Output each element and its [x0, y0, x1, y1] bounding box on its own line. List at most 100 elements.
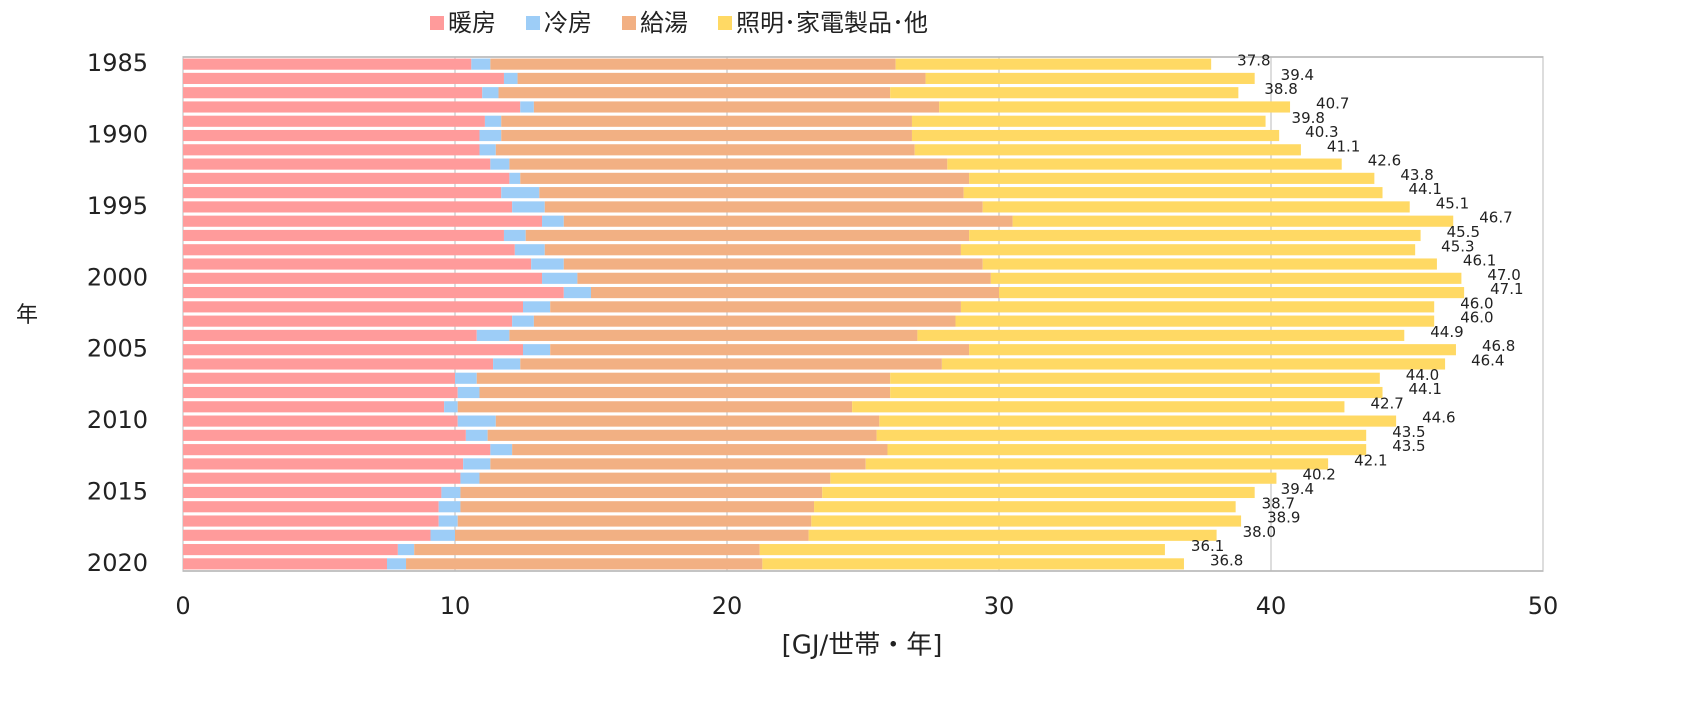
- bar-segment: [830, 472, 1277, 484]
- legend-label: 暖房: [448, 9, 496, 37]
- bar-segment: [890, 386, 1383, 399]
- bar-segment: [495, 144, 915, 156]
- bar-segment: [414, 544, 760, 556]
- x-tick-label: 0: [175, 592, 190, 620]
- bar-segment: [1012, 215, 1454, 227]
- y-tick-label: 1990: [87, 121, 148, 149]
- bar-segment: [852, 401, 1345, 413]
- total-label: 44.1: [1409, 380, 1442, 398]
- legend-swatch: [622, 16, 636, 30]
- bar-segment: [879, 415, 1397, 427]
- bar-segment: [911, 129, 1280, 142]
- legend-label: 給湯: [640, 9, 688, 37]
- bar-segment: [183, 329, 477, 341]
- bar-segment: [479, 472, 831, 484]
- bar-segment: [969, 172, 1375, 184]
- bar-segment: [501, 129, 912, 142]
- bar-segment: [479, 386, 891, 399]
- total-label: 43.8: [1400, 166, 1433, 184]
- bar-segment: [183, 315, 513, 327]
- legend-swatch: [526, 16, 540, 30]
- bar-segment: [490, 58, 896, 70]
- bar-segment: [183, 486, 442, 499]
- bar-segment: [999, 287, 1465, 299]
- total-label: 42.6: [1368, 152, 1401, 170]
- bar-segment: [183, 72, 504, 84]
- bar-segment: [501, 115, 912, 127]
- bar-segment: [183, 515, 439, 527]
- bar-segment: [887, 444, 1367, 456]
- bar-segment: [490, 458, 866, 470]
- bar-segment: [890, 372, 1380, 384]
- total-label: 38.7: [1262, 494, 1295, 512]
- bar-segment: [563, 258, 983, 270]
- bar-segment: [455, 529, 809, 541]
- bar-segment: [183, 115, 485, 127]
- bar-segment: [520, 172, 970, 184]
- bar-segment: [463, 458, 491, 470]
- bar-segment: [441, 486, 461, 499]
- total-label: 41.1: [1327, 137, 1360, 155]
- bar-segment: [814, 501, 1236, 513]
- bar-segment: [514, 244, 545, 256]
- bar-segment: [490, 158, 510, 170]
- bar-segment: [476, 372, 891, 384]
- x-tick-label: 40: [1256, 592, 1287, 620]
- bar-segment: [911, 115, 1266, 127]
- bar-segment: [183, 215, 543, 227]
- bar-segment: [917, 329, 1405, 341]
- bar-segment: [759, 544, 1165, 556]
- total-label: 46.7: [1479, 209, 1512, 227]
- bar-segment: [183, 172, 510, 184]
- bar-segment: [479, 144, 496, 156]
- bar-segment: [520, 101, 534, 113]
- bar-segment: [183, 158, 491, 170]
- bar-segment: [512, 201, 545, 213]
- bar-segment: [183, 372, 455, 384]
- total-label: 46.0: [1460, 309, 1493, 327]
- bar-segment: [457, 386, 480, 399]
- total-label: 45.1: [1436, 194, 1469, 212]
- x-axis-label: [GJ/世帯・年]: [782, 631, 943, 661]
- bar-segment: [517, 72, 926, 84]
- bar-segment: [539, 187, 964, 199]
- x-tick-label: 30: [984, 592, 1015, 620]
- y-tick-label: 2000: [87, 263, 148, 291]
- total-label: 46.4: [1471, 351, 1504, 369]
- bar-segment: [183, 529, 431, 541]
- bar-segment: [939, 101, 1291, 113]
- bar-segment: [183, 201, 513, 213]
- plot-area: [182, 56, 1544, 572]
- bar-segment: [493, 358, 521, 370]
- bar-segment: [542, 215, 564, 227]
- total-label: 38.8: [1264, 80, 1297, 98]
- bar-segment: [914, 144, 1301, 156]
- total-label: 47.0: [1487, 266, 1520, 284]
- x-tick-label: 10: [440, 592, 471, 620]
- bar-segment: [498, 87, 891, 99]
- bar-segment: [465, 429, 488, 441]
- x-tick-label: 20: [712, 592, 743, 620]
- bar-segment: [183, 287, 564, 299]
- bar-segment: [183, 129, 480, 142]
- bar-segment: [969, 344, 1456, 356]
- bar-segment: [982, 201, 1410, 213]
- bar-segment: [503, 72, 518, 84]
- legend-label: 冷房: [544, 9, 592, 37]
- bar-segment: [531, 258, 564, 270]
- bar-segment: [512, 444, 888, 456]
- total-label: 36.8: [1210, 551, 1243, 569]
- bar-segment: [947, 158, 1342, 170]
- bar-segment: [457, 401, 853, 413]
- bar-segment: [865, 458, 1329, 470]
- bar-segment: [822, 486, 1255, 499]
- bar-segment: [430, 529, 455, 541]
- total-label: 46.8: [1482, 337, 1515, 355]
- bar-segment: [955, 315, 1435, 327]
- total-label: 46.1: [1463, 252, 1496, 270]
- bar-segment: [890, 87, 1239, 99]
- bar-segment: [183, 301, 523, 313]
- total-label: 39.4: [1281, 66, 1314, 84]
- bar-segment: [183, 144, 480, 156]
